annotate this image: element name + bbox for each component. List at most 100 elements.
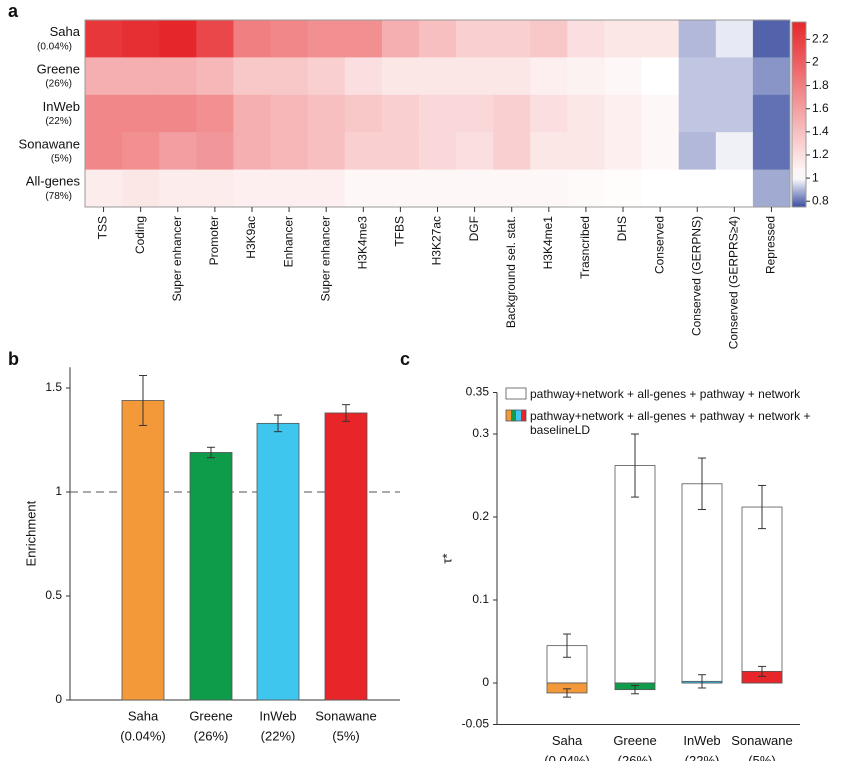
error-bar	[563, 633, 571, 658]
column-label: H3K4me1	[541, 216, 555, 270]
heat-cell	[418, 94, 457, 133]
bar	[121, 400, 165, 701]
heat-cell	[381, 20, 420, 58]
heat-cell	[530, 132, 568, 171]
error-bar	[631, 433, 639, 498]
x-tick-label: Saha	[128, 708, 159, 723]
column-label: H3K4me3	[355, 216, 369, 270]
column-label: DHS	[615, 216, 629, 241]
column-label: Conserved	[652, 216, 666, 274]
heat-cell	[752, 169, 791, 208]
x-tick-annotation: (26%)	[194, 728, 229, 743]
heat-cell	[604, 169, 643, 208]
heat-cell	[381, 169, 420, 208]
bar	[256, 422, 300, 701]
heat-cell	[715, 132, 754, 171]
x-tick-annotation: (26%)	[618, 753, 653, 761]
bar	[324, 412, 368, 701]
column-label: Repressed	[764, 216, 778, 274]
bar	[681, 483, 723, 684]
heat-cell	[196, 169, 234, 208]
heat-cell	[604, 94, 643, 133]
heat-cell	[159, 57, 197, 96]
heat-cell	[233, 94, 272, 133]
x-tick-label: Saha	[552, 733, 583, 748]
heat-cell	[456, 169, 494, 208]
colorbar-tick-label: 2	[812, 55, 819, 69]
heat-cell	[456, 57, 494, 96]
heat-cell	[530, 94, 568, 133]
heat-cell	[567, 57, 605, 96]
heat-cell	[678, 132, 717, 171]
y-tick-label: 1	[55, 484, 62, 498]
heat-cell	[530, 57, 568, 96]
legend-label: pathway+network + all-genes + pathway + …	[530, 387, 801, 401]
error-bar	[207, 446, 215, 459]
heat-cell	[493, 169, 531, 208]
heat-cell	[418, 169, 457, 208]
column-label: Conserved (GERPRS≥4)	[727, 216, 741, 349]
column-label: DGF	[467, 216, 481, 241]
column-label: Super enhancer	[318, 216, 332, 301]
row-label: Saha	[50, 24, 81, 39]
heat-cell	[233, 169, 272, 208]
heat-cell	[493, 20, 531, 58]
row-annotation: (0.04%)	[37, 41, 72, 52]
error-bar	[563, 688, 571, 698]
heat-cell	[418, 20, 457, 58]
heat-cell	[233, 57, 272, 96]
heat-cell	[641, 132, 680, 171]
heat-cell	[715, 57, 754, 96]
row-annotation: (22%)	[45, 116, 72, 127]
error-bar	[342, 404, 350, 422]
y-axis-label: Enrichment	[23, 500, 38, 566]
error-bar	[758, 665, 766, 677]
error-bar	[139, 375, 147, 426]
x-tick-annotation: (0.04%)	[120, 728, 166, 743]
heat-cell	[307, 20, 346, 58]
legend-swatch	[521, 410, 526, 421]
heat-cell	[567, 132, 605, 171]
heat-cell	[715, 169, 754, 208]
legend-swatch	[506, 410, 511, 421]
y-tick-label: -0.05	[462, 717, 490, 731]
heat-cell	[678, 169, 717, 208]
heat-cell	[233, 132, 272, 171]
heat-cell	[344, 57, 383, 96]
heat-cell	[641, 20, 680, 58]
heat-cell	[530, 169, 568, 208]
bar	[741, 506, 783, 684]
colorbar-tick-label: 0.8	[812, 193, 829, 207]
heat-cell	[381, 132, 420, 171]
column-label: Super enhancer	[170, 216, 184, 301]
colorbar-tick-label: 1.8	[812, 78, 829, 92]
column-label: TSS	[96, 216, 110, 239]
y-tick-label: 0.35	[466, 385, 490, 399]
heat-cell	[418, 132, 457, 171]
row-label: InWeb	[43, 99, 80, 114]
x-tick-label: InWeb	[259, 708, 296, 723]
y-tick-label: 0	[482, 675, 489, 689]
column-label: Trasncribed	[578, 216, 592, 279]
heat-cell	[567, 169, 605, 208]
heat-cell	[641, 57, 680, 96]
heat-cell	[604, 57, 643, 96]
heat-cell	[493, 132, 531, 171]
error-bar	[698, 674, 706, 689]
error-bar	[631, 684, 639, 695]
colorbar-tick-label: 2.2	[812, 32, 829, 46]
heat-cell	[85, 94, 123, 133]
error-bar	[698, 457, 706, 511]
x-tick-annotation: (5%)	[748, 753, 775, 761]
heat-cell	[604, 132, 643, 171]
colorbar-tick-label: 1.4	[812, 124, 829, 138]
heat-cell	[604, 20, 643, 58]
colorbar-tick-label: 1	[812, 170, 819, 184]
heat-cell	[307, 94, 346, 133]
colorbar-tick-label: 1.2	[812, 147, 829, 161]
row-annotation: (78%)	[45, 191, 72, 202]
legend-swatch	[505, 387, 527, 400]
heat-cell	[307, 57, 346, 96]
y-tick-label: 0.5	[45, 588, 62, 602]
